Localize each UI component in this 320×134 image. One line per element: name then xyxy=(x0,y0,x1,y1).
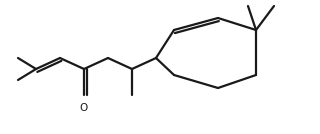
Text: O: O xyxy=(80,103,88,113)
